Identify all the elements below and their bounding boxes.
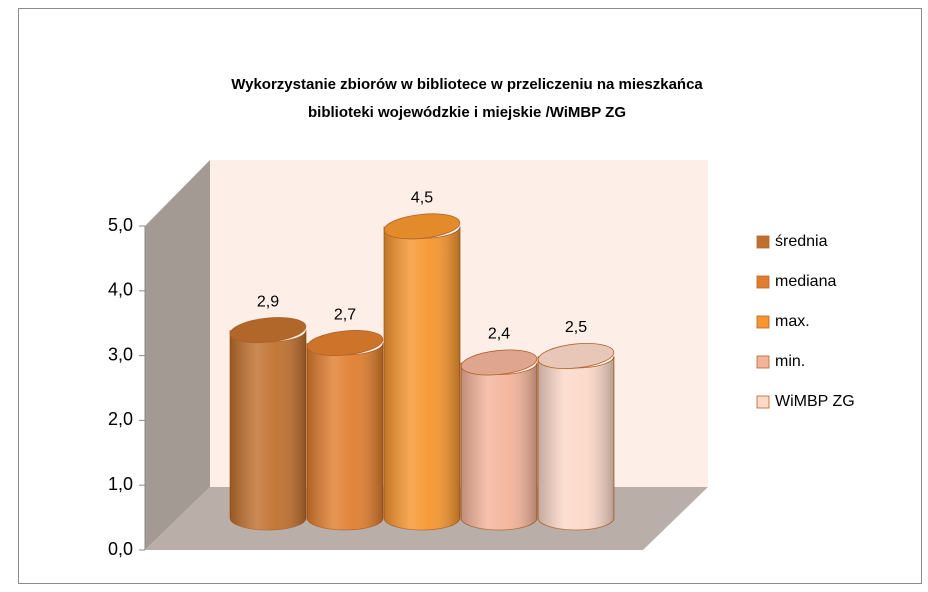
legend-label: max. (775, 313, 810, 330)
legend-swatch (756, 315, 770, 329)
cylinder-top (537, 343, 615, 369)
cylinder-top-shade (384, 213, 460, 239)
y-tick-label: 5,0 (108, 215, 133, 235)
cylinder-top (306, 330, 384, 357)
cylinder-shade (538, 356, 614, 530)
legend-label: WiMBP ZG (775, 393, 855, 410)
cylinder-shade (230, 330, 306, 530)
side-wall (145, 160, 210, 550)
legend-swatch (756, 275, 770, 289)
legend-swatch (756, 355, 770, 369)
cylinder-top (460, 349, 538, 376)
value-label: 2,7 (334, 306, 356, 323)
y-tick-label: 2,0 (108, 409, 133, 429)
cylinder-top (229, 317, 307, 344)
legend-label: mediana (775, 273, 836, 290)
chart-title: Wykorzystanie zbiorów w bibliotece w prz… (231, 76, 703, 93)
cylinder-top-shade (230, 317, 306, 343)
legend-swatch (756, 235, 770, 249)
y-tick-label: 0,0 (108, 539, 133, 559)
legend-label: min. (775, 353, 805, 370)
cylinder-top-shade (461, 349, 537, 376)
value-label: 2,9 (257, 293, 279, 310)
cylinder-top (383, 213, 461, 240)
legend-label: średnia (775, 233, 828, 250)
cylinder-shade (384, 226, 460, 530)
cylinder-top-shade (307, 330, 383, 356)
y-tick-label: 1,0 (108, 474, 133, 494)
legend-swatch (756, 395, 770, 409)
y-tick-label: 3,0 (108, 344, 133, 364)
y-tick-label: 4,0 (108, 280, 133, 300)
value-label: 2,5 (565, 319, 587, 336)
cylinder-top-shade (538, 343, 614, 369)
value-label: 4,5 (411, 190, 433, 207)
chart-title: biblioteki wojewódzkie i miejskie /WiMBP… (308, 104, 626, 121)
value-label: 2,4 (488, 326, 510, 343)
cylinder-shade (461, 362, 537, 530)
cylinder-shade (307, 343, 383, 530)
